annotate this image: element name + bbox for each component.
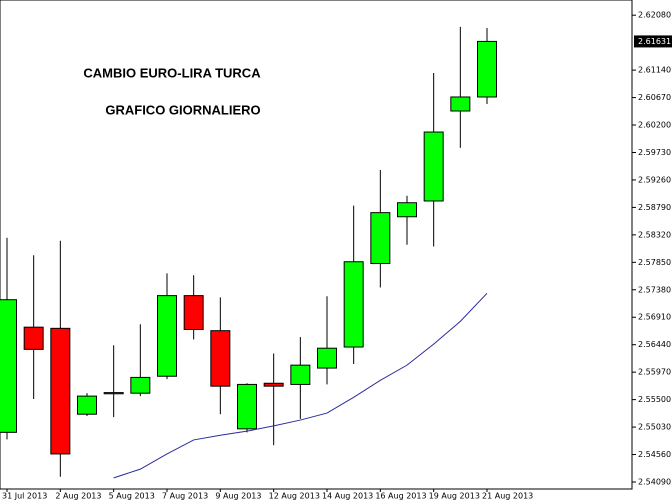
x-tick-label: 5 Aug 2013 (109, 492, 155, 501)
candle-body (317, 347, 337, 369)
plot-frame (0, 0, 633, 490)
y-tick-label: 2.59730 (638, 148, 671, 157)
candle-body (477, 40, 497, 98)
candle-body (397, 202, 417, 218)
y-tick-label: 2.59260 (638, 175, 671, 184)
last-price-box (634, 35, 672, 48)
candle-body (290, 364, 311, 385)
x-tick-label: 16 Aug 2013 (375, 492, 426, 501)
candle-body (370, 212, 391, 264)
y-tick-label: 2.54560 (638, 450, 671, 459)
y-tick-label: 2.58320 (638, 230, 671, 239)
y-tick-label: 2.57850 (638, 258, 671, 267)
y-tick-label: 2.60200 (638, 121, 671, 130)
candle-body (237, 383, 257, 430)
y-tick-label: 2.62080 (638, 11, 671, 20)
x-tick-label: 7 Aug 2013 (162, 492, 208, 501)
candle-body (157, 295, 177, 377)
x-tick-label: 31 Jul 2013 (2, 492, 47, 501)
candle-body (103, 392, 124, 395)
x-tick-label: 2 Aug 2013 (55, 492, 101, 501)
last-price-label: 2.61631 (638, 37, 671, 46)
x-tick-label: 14 Aug 2013 (322, 492, 373, 501)
candle-body (183, 295, 204, 331)
candle-body (77, 395, 97, 415)
x-tick-label: 21 Aug 2013 (482, 492, 533, 501)
moving-average (113, 292, 488, 479)
annotation: CAMBIO EURO-LIRA TURCA (83, 65, 261, 80)
candle-body (0, 299, 17, 433)
candle-body (210, 330, 231, 387)
y-tick-label: 2.54090 (638, 477, 671, 486)
candle-body (130, 376, 151, 394)
candle-body (50, 327, 71, 455)
candle-body (263, 382, 284, 387)
x-tick-label: 12 Aug 2013 (269, 492, 320, 501)
candle-body (343, 261, 364, 348)
y-tick-label: 2.55970 (638, 368, 671, 377)
y-tick-label: 2.58790 (638, 203, 671, 212)
annotation: GRAFICO GIORNALIERO (105, 102, 260, 117)
x-tick-label: 19 Aug 2013 (429, 492, 480, 501)
candle-body (23, 326, 44, 350)
candle-body (423, 131, 444, 202)
y-tick-label: 2.56440 (638, 340, 671, 349)
y-tick-label: 2.60670 (638, 93, 671, 102)
y-tick-label: 2.57380 (638, 285, 671, 294)
y-tick-label: 2.55030 (638, 423, 671, 432)
x-tick-label: 9 Aug 2013 (215, 492, 261, 501)
y-tick-label: 2.56910 (638, 313, 671, 322)
y-tick-label: 2.55500 (638, 395, 671, 404)
y-tick-label: 2.61140 (638, 66, 671, 75)
candle-body (450, 96, 471, 112)
